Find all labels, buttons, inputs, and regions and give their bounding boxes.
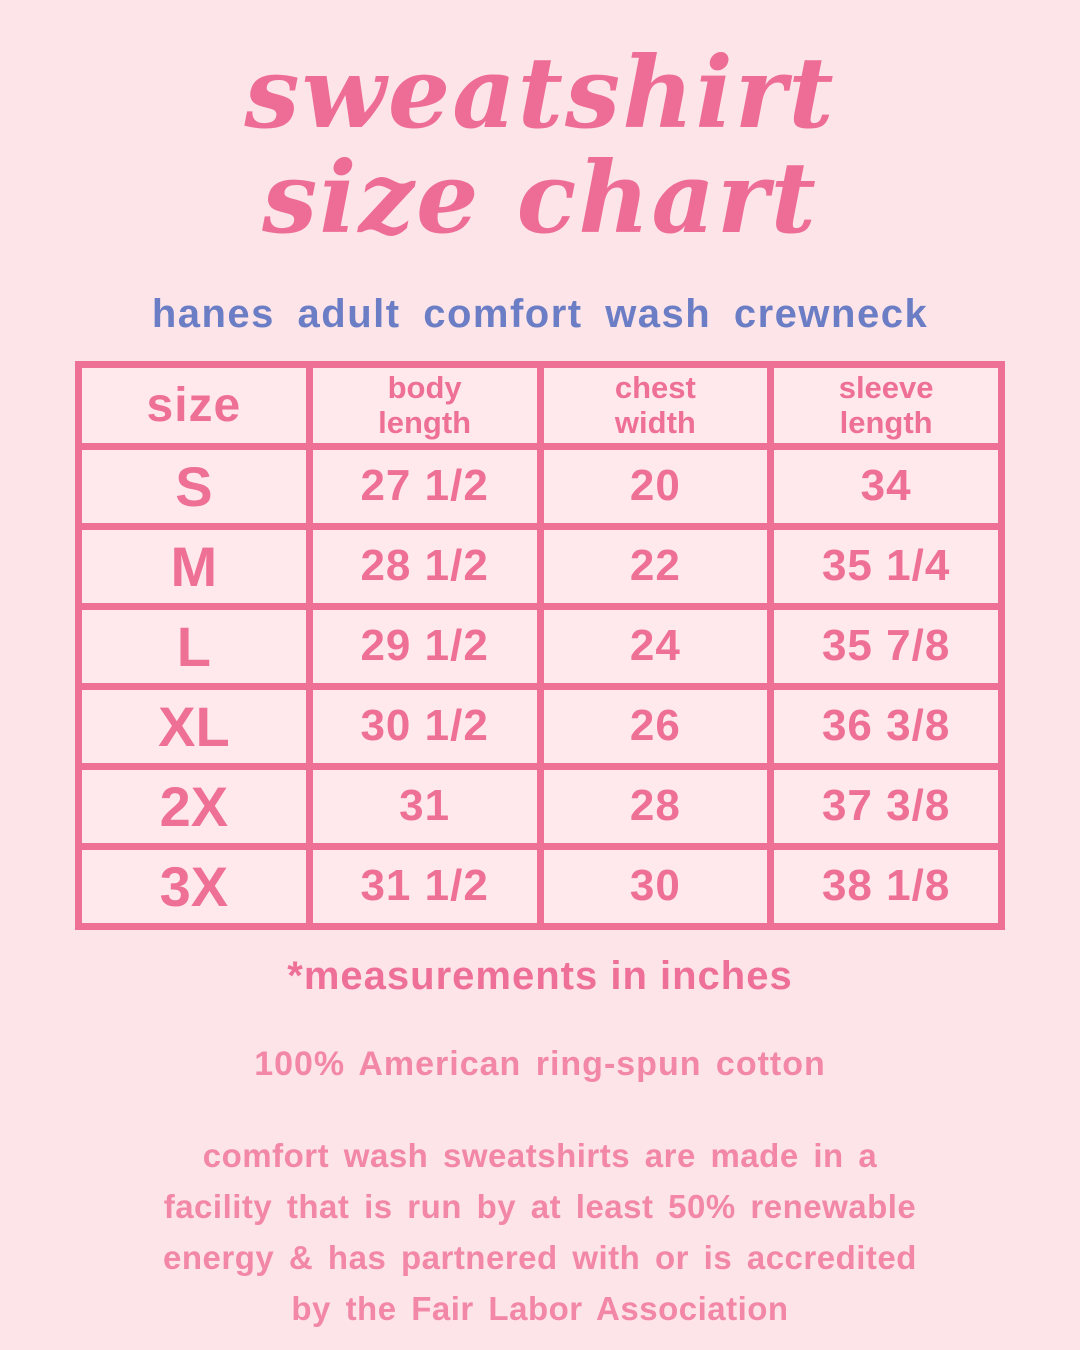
size-label: 3X	[75, 842, 313, 930]
page-title: sweatshirt size chart	[244, 36, 836, 256]
column-header-chest-width: chest width	[536, 360, 775, 450]
chest-width-value: 24	[536, 602, 775, 690]
sleeve-length-value: 37 3/8	[767, 762, 1005, 850]
material-note: 100% American ring-spun cotton	[254, 1044, 826, 1083]
chest-width-value: 20	[536, 442, 775, 530]
production-note: comfort wash sweatshirts are made in a f…	[163, 1136, 917, 1328]
table-row-2x: 2X 31 28 37 3/8	[75, 762, 1005, 850]
table-row-s: S 27 1/2 20 34	[75, 442, 1005, 530]
column-header-sleeve-length: sleeve length	[767, 360, 1005, 450]
sleeve-length-value: 38 1/8	[767, 842, 1005, 930]
chest-width-value: 22	[536, 522, 775, 610]
column-header-size: size	[75, 360, 313, 450]
size-label: S	[75, 442, 313, 530]
sleeve-length-value: 36 3/8	[767, 682, 1005, 770]
column-header-body-length: body length	[305, 360, 544, 450]
measurements-footnote: *measurements in inches	[287, 953, 793, 998]
table-row-m: M 28 1/2 22 35 1/4	[75, 522, 1005, 610]
body-length-value: 30 1/2	[305, 682, 544, 770]
sleeve-length-value: 35 7/8	[767, 602, 1005, 690]
table-header-row: size body length chest width sleeve leng…	[75, 360, 1005, 450]
size-chart-table: size body length chest width sleeve leng…	[75, 360, 1005, 930]
chest-width-value: 30	[536, 842, 775, 930]
chest-width-value: 28	[536, 762, 775, 850]
size-label: 2X	[75, 762, 313, 850]
body-length-value: 28 1/2	[305, 522, 544, 610]
body-length-value: 31 1/2	[305, 842, 544, 930]
chest-width-value: 26	[536, 682, 775, 770]
sleeve-length-value: 34	[767, 442, 1005, 530]
table-row-xl: XL 30 1/2 26 36 3/8	[75, 682, 1005, 770]
sleeve-length-value: 35 1/4	[767, 522, 1005, 610]
table-row-3x: 3X 31 1/2 30 38 1/8	[75, 842, 1005, 930]
table-row-l: L 29 1/2 24 35 7/8	[75, 602, 1005, 690]
body-length-value: 31	[305, 762, 544, 850]
size-label: L	[75, 602, 313, 690]
body-length-value: 27 1/2	[305, 442, 544, 530]
size-label: M	[75, 522, 313, 610]
product-subtitle: hanes adult comfort wash crewneck	[151, 291, 929, 336]
body-length-value: 29 1/2	[305, 602, 544, 690]
size-label: XL	[75, 682, 313, 770]
